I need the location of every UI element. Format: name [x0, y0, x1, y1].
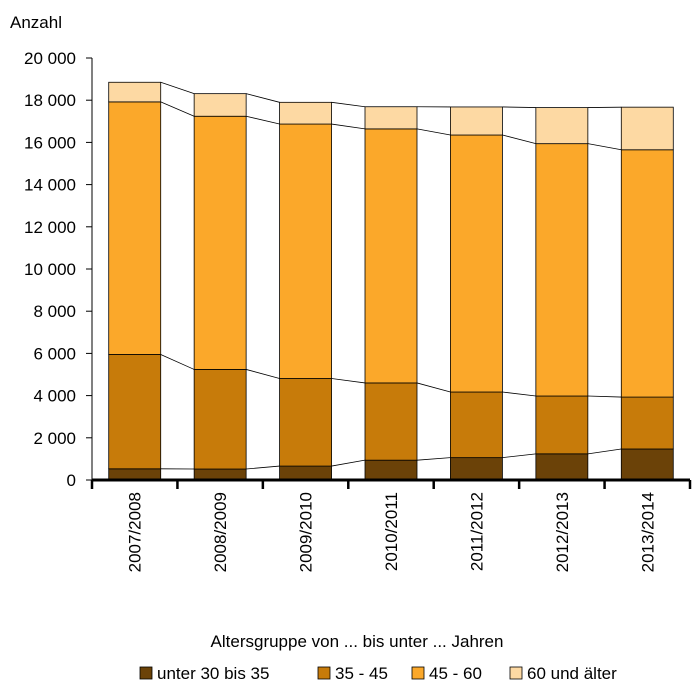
- bar-1-5: [450, 457, 503, 481]
- connector-1-4: [416, 457, 451, 461]
- bar-2-4: [364, 382, 418, 461]
- bar-2-2: [193, 369, 247, 470]
- legend-label-4: 60 und älter: [527, 664, 617, 683]
- y-tick-label-3: 6 000: [33, 344, 76, 363]
- y-tick-label-4: 8 000: [33, 302, 76, 321]
- x-tick-label-2: 2008/2009: [211, 492, 230, 572]
- bar-1-7: [620, 448, 674, 481]
- bar-4-1: [108, 81, 162, 103]
- legend-label-2: 35 - 45: [335, 664, 388, 683]
- connector-1-5: [502, 453, 536, 459]
- connector-2-1: [160, 354, 195, 370]
- bar-4-7: [620, 106, 674, 151]
- connector-3-4: [416, 128, 451, 136]
- connector-4-2: [246, 93, 280, 103]
- bar-3-2: [193, 115, 247, 370]
- connector-1-6: [587, 448, 622, 455]
- y-ticks-group: 0 2 000 4 000 6 000 8 000 10 000 12 000 14 000 1…: [24, 49, 92, 490]
- legend-swatch-2: [317, 666, 331, 680]
- connector-3-1: [160, 101, 195, 117]
- bar-2-3: [279, 378, 332, 467]
- bar-3-7: [620, 149, 674, 398]
- y-axis-label: Anzahl: [10, 13, 62, 32]
- legend: unter 30 bis 35 35 - 45 45 - 60 60 und älte…: [139, 664, 617, 683]
- connector-2-2: [246, 369, 280, 379]
- connector-1-2: [246, 465, 280, 470]
- connector-3-6: [587, 143, 622, 151]
- bar-4-2: [193, 93, 247, 117]
- bar-1-3: [279, 465, 332, 481]
- y-tick-label-0: 0: [67, 471, 76, 490]
- connector-4-1: [160, 81, 195, 95]
- bar-2-1: [108, 354, 162, 470]
- bar-4-3: [279, 101, 332, 125]
- x-tick-label-7: 2013/2014: [638, 492, 657, 572]
- x-tick-label-4: 2010/2011: [382, 492, 401, 571]
- connector-2-3: [331, 378, 366, 384]
- legend-swatch-4: [509, 666, 523, 680]
- bar-1-6: [535, 453, 589, 481]
- connector-2-4: [416, 382, 451, 393]
- x-tick-label-5: 2011/2012: [467, 492, 486, 571]
- y-tick-label-2: 4 000: [33, 387, 76, 406]
- x-tick-label-3: 2009/2010: [297, 492, 316, 572]
- bar-1-2: [193, 468, 247, 481]
- bar-3-1: [108, 101, 162, 355]
- bar-3-5: [450, 134, 503, 393]
- connector-4-5: [502, 106, 536, 108]
- x-ticks-group: 2007/2008 2008/2009 2009/2010 2010/2011 2011…: [90, 480, 692, 572]
- bar-4-6: [535, 107, 589, 145]
- y-tick-label-8: 16 000: [24, 133, 76, 152]
- connector-2-5: [502, 391, 536, 397]
- y-tick-label-5: 10 000: [24, 260, 76, 279]
- connector-3-2: [246, 115, 280, 125]
- connector-4-3: [331, 101, 366, 108]
- bar-3-3: [279, 123, 332, 379]
- legend-label-1: unter 30 bis 35: [157, 664, 269, 683]
- bar-2-5: [450, 391, 503, 459]
- bar-4-5: [450, 106, 503, 136]
- y-tick-label-9: 18 000: [24, 91, 76, 110]
- bar-2-6: [535, 395, 589, 455]
- connector-3-3: [331, 123, 366, 130]
- x-tick-label-1: 2007/2008: [126, 492, 145, 572]
- x-tick-label-6: 2012/2013: [553, 492, 572, 572]
- legend-swatch-3: [411, 666, 425, 680]
- bar-3-4: [364, 128, 418, 384]
- connector-2-6: [587, 395, 622, 398]
- connector-1-3: [331, 459, 366, 467]
- bars-group: [108, 81, 674, 481]
- bar-1-4: [364, 459, 418, 481]
- bar-1-1: [108, 468, 162, 481]
- y-tick-label-10: 20 000: [24, 49, 76, 68]
- legend-swatch-1: [139, 666, 153, 680]
- bar-4-4: [364, 106, 418, 130]
- y-tick-label-1: 2 000: [33, 429, 76, 448]
- legend-label-3: 45 - 60: [429, 664, 482, 683]
- bar-3-6: [535, 143, 589, 397]
- legend-title: Altersgruppe von ... bis unter ... Jahre…: [211, 632, 504, 651]
- connector-3-5: [502, 134, 536, 145]
- connector-lines: [160, 81, 622, 470]
- bar-2-7: [620, 396, 674, 450]
- y-tick-label-6: 12 000: [24, 218, 76, 237]
- y-tick-label-7: 14 000: [24, 176, 76, 195]
